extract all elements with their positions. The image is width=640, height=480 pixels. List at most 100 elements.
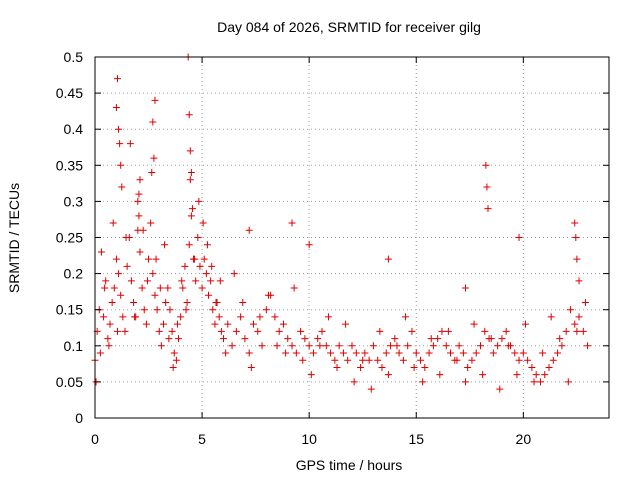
data-point <box>307 371 315 379</box>
data-point <box>316 342 324 350</box>
data-point <box>314 335 322 343</box>
data-point <box>222 349 230 357</box>
data-point <box>496 385 504 393</box>
data-point <box>230 270 238 278</box>
data-point <box>483 183 491 191</box>
data-point <box>109 219 117 227</box>
data-point <box>192 277 200 285</box>
y-tick-label: 0.35 <box>56 157 83 173</box>
data-point <box>327 349 335 357</box>
data-point <box>352 349 360 357</box>
data-point <box>101 284 109 292</box>
data-points <box>91 53 592 393</box>
data-point <box>102 277 110 285</box>
data-point <box>155 327 163 335</box>
data-point <box>130 298 138 306</box>
data-point <box>288 219 296 227</box>
data-point <box>536 378 544 386</box>
data-point <box>166 306 174 314</box>
data-point <box>160 320 168 328</box>
data-point <box>256 313 264 321</box>
data-point <box>100 313 108 321</box>
y-tick-label: 0.15 <box>56 302 83 318</box>
data-point <box>395 349 403 357</box>
data-point <box>149 118 157 126</box>
y-tick-label: 0.1 <box>64 338 84 354</box>
data-point <box>271 313 279 321</box>
data-point <box>511 349 519 357</box>
data-point <box>185 241 193 249</box>
data-point <box>143 277 151 285</box>
data-point <box>342 320 350 328</box>
data-point <box>122 234 130 241</box>
data-point <box>498 335 506 343</box>
data-point <box>564 378 572 386</box>
x-tick-label: 0 <box>91 431 99 447</box>
data-point <box>108 298 116 306</box>
data-point <box>157 342 165 350</box>
data-point <box>258 342 266 350</box>
data-point <box>232 327 240 335</box>
data-point <box>357 363 365 371</box>
data-point <box>202 270 210 278</box>
data-point <box>205 291 213 299</box>
data-point <box>575 277 583 285</box>
data-point <box>547 313 555 321</box>
data-point <box>181 262 189 270</box>
data-point <box>556 335 564 343</box>
data-point <box>239 298 247 306</box>
data-point <box>464 363 472 371</box>
data-point <box>113 327 121 335</box>
data-point <box>438 327 446 335</box>
data-point <box>487 335 495 343</box>
data-point <box>188 205 196 213</box>
chart-title: Day 084 of 2026, SRMTID for receiver gil… <box>217 19 481 35</box>
data-point <box>151 291 159 299</box>
data-point <box>284 335 292 343</box>
data-point <box>97 248 105 256</box>
data-point <box>305 342 313 350</box>
data-point <box>292 349 300 357</box>
data-point <box>391 335 399 343</box>
data-point <box>421 363 429 371</box>
data-point <box>183 298 191 306</box>
y-axis-title: SRMTID / TECUs <box>6 183 22 293</box>
data-point <box>331 356 339 364</box>
data-point <box>117 161 125 169</box>
data-point <box>275 327 283 335</box>
data-point <box>112 104 120 112</box>
data-point <box>118 183 126 191</box>
data-point <box>575 313 583 321</box>
data-point <box>324 313 332 321</box>
data-point <box>305 241 313 249</box>
data-point <box>182 306 190 314</box>
data-point <box>322 342 330 350</box>
data-point <box>299 356 307 364</box>
data-point <box>264 291 272 299</box>
data-point <box>562 327 570 335</box>
data-point <box>524 356 532 364</box>
data-point <box>209 306 217 314</box>
data-point <box>153 306 161 314</box>
x-tick-label: 20 <box>516 431 532 447</box>
data-point <box>301 335 309 343</box>
data-point <box>147 219 155 227</box>
data-point <box>579 327 587 335</box>
data-point <box>482 161 490 169</box>
axis-ticks <box>94 56 609 419</box>
x-tick-label: 15 <box>408 431 424 447</box>
data-point <box>186 147 194 155</box>
data-point <box>530 378 538 386</box>
data-point <box>528 363 536 371</box>
data-point <box>477 342 484 350</box>
data-point <box>105 342 113 350</box>
data-point <box>249 320 257 328</box>
data-point <box>359 356 367 364</box>
data-point <box>198 284 206 292</box>
data-point <box>165 335 173 343</box>
data-point <box>273 342 281 350</box>
data-point <box>136 176 144 184</box>
data-point <box>532 371 540 379</box>
data-point <box>494 342 502 350</box>
data-point <box>135 190 143 198</box>
